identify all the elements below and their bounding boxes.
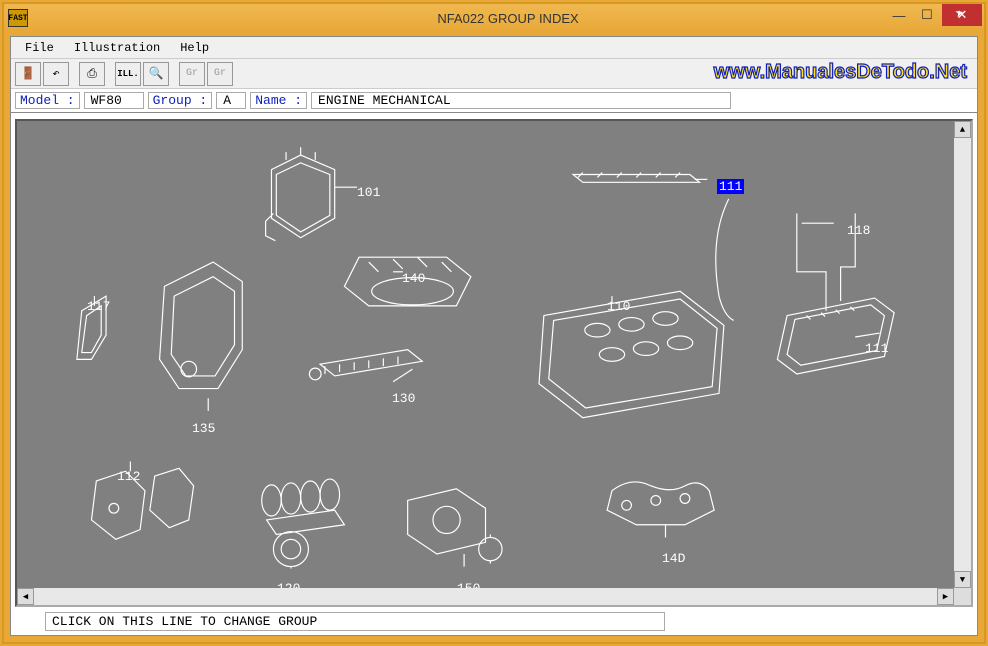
info-bar: Model : WF80 Group : A Name : ENGINE MEC…	[11, 89, 977, 113]
diagram-viewport[interactable]: 10111111811714011011113513011212015014D	[17, 121, 954, 588]
model-label: Model :	[15, 92, 80, 109]
part-label-101[interactable]: 101	[357, 185, 380, 200]
part-112[interactable]	[91, 462, 193, 540]
part-label-130[interactable]: 130	[392, 391, 415, 406]
part-111-top[interactable]	[573, 173, 707, 183]
menu-illustration[interactable]: Illustration	[64, 39, 170, 57]
diagram-canvas: 10111111811714011011113513011212015014D …	[15, 119, 973, 607]
minimize-button[interactable]: —	[886, 4, 912, 26]
group-label: Group :	[148, 92, 213, 109]
part-110[interactable]	[539, 291, 724, 417]
part-120[interactable]	[262, 479, 345, 569]
parts-diagram	[17, 121, 954, 588]
illustration-button[interactable]: ILL.	[115, 62, 141, 86]
cursor-icon: ➤	[953, 5, 967, 24]
exit-button[interactable]: 🚪	[15, 62, 41, 86]
undo-button[interactable]: ↶	[43, 62, 69, 86]
part-label-117[interactable]: 117	[87, 299, 110, 314]
zoom-button[interactable]: 🔍	[143, 62, 169, 86]
part-111-right[interactable]	[777, 298, 894, 374]
part-label-110[interactable]: 110	[607, 299, 630, 314]
scroll-corner	[954, 588, 971, 605]
window-title: NFA022 GROUP INDEX	[36, 11, 980, 26]
part-label-111[interactable]: 111	[865, 341, 888, 356]
menu-help[interactable]: Help	[170, 39, 219, 57]
part-label-14D[interactable]: 14D	[662, 551, 685, 566]
name-value: ENGINE MECHANICAL	[311, 92, 731, 109]
part-label-112[interactable]: 112	[117, 469, 140, 484]
toolbar: 🚪 ↶ ⎙ ILL. 🔍 Gr Gr www.ManualesDeTodo.Ne…	[11, 59, 977, 89]
part-label-140[interactable]: 140	[402, 271, 425, 286]
scroll-up-icon[interactable]: ▲	[954, 121, 971, 138]
menu-file[interactable]: File	[15, 39, 64, 57]
part-135[interactable]	[160, 262, 243, 411]
status-text[interactable]: CLICK ON THIS LINE TO CHANGE GROUP	[45, 612, 665, 631]
horizontal-scrollbar[interactable]: ◀ ▶	[17, 588, 954, 605]
vertical-scrollbar[interactable]: ▲ ▼	[954, 121, 971, 588]
group-next-button[interactable]: Gr	[207, 62, 233, 86]
part-101[interactable]	[266, 147, 357, 240]
name-label: Name :	[250, 92, 307, 109]
model-value: WF80	[84, 92, 144, 109]
part-label-118[interactable]: 118	[847, 223, 870, 238]
status-bar: CLICK ON THIS LINE TO CHANGE GROUP	[15, 611, 973, 631]
scroll-down-icon[interactable]: ▼	[954, 571, 971, 588]
part-118[interactable]	[716, 199, 855, 321]
menu-bar: File Illustration Help	[11, 37, 977, 59]
part-14d[interactable]	[607, 482, 714, 537]
scroll-right-icon[interactable]: ▶	[937, 588, 954, 605]
maximize-button[interactable]: ☐	[914, 4, 940, 26]
part-label-111[interactable]: 111	[717, 179, 744, 194]
part-150[interactable]	[408, 489, 502, 567]
app-icon: FAST	[8, 9, 28, 27]
part-label-135[interactable]: 135	[192, 421, 215, 436]
title-bar: FAST NFA022 GROUP INDEX — ☐ ✕ ➤	[4, 4, 984, 32]
close-button[interactable]: ✕ ➤	[942, 4, 982, 26]
part-130[interactable]	[309, 350, 422, 382]
group-prev-button[interactable]: Gr	[179, 62, 205, 86]
print-button[interactable]: ⎙	[79, 62, 105, 86]
group-value: A	[216, 92, 246, 109]
watermark-text: www.ManualesDeTodo.Net	[714, 61, 967, 84]
scroll-left-icon[interactable]: ◀	[17, 588, 34, 605]
